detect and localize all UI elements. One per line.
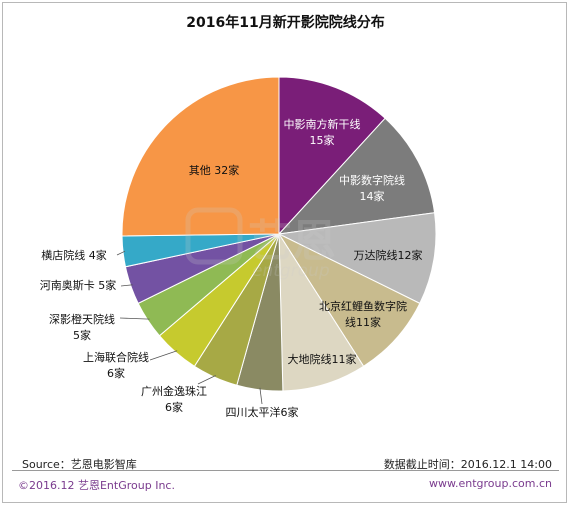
chart-title: 2016年11月新开影院院线分布 — [186, 15, 385, 31]
website-link[interactable]: www.entgroup.com.cn — [429, 477, 552, 490]
footer-divider — [12, 470, 559, 471]
data-cutoff-time: 数据截止时间：2016.12.1 14:00 — [383, 458, 552, 471]
pie-slice-12 — [121, 76, 280, 237]
leader-line-11 — [116, 250, 126, 256]
slice-label-2: 中影数字院线 14家 — [339, 173, 405, 203]
leader-line-10 — [120, 284, 133, 287]
slice-label-5: 大地院线11家 — [288, 352, 357, 366]
source-note: Source：艺恩电影智库 — [22, 458, 137, 471]
leader-line-7 — [197, 375, 216, 385]
slice-label-9: 深影橙天院线 5家 — [49, 312, 115, 342]
pie-slice-1 — [278, 76, 386, 236]
slice-label-7: 广州金逸珠江 6家 — [141, 384, 207, 414]
slice-label-11: 横店院线 4家 — [41, 248, 107, 262]
pie-slice-2 — [277, 117, 436, 235]
copyright-text: ©2016.12 艺恩EntGroup Inc. — [18, 479, 175, 492]
pie-slice-5 — [278, 232, 365, 392]
svg-text:艺恩: 艺恩 — [248, 216, 336, 267]
pie-slice-4 — [277, 232, 421, 367]
slice-label-10: 河南奥斯卡 5家 — [40, 278, 117, 292]
slice-label-8: 上海联合院线 6家 — [83, 350, 149, 380]
leader-line-8 — [149, 350, 178, 361]
slice-label-6: 四川太平洋6家 — [226, 405, 299, 419]
slice-label-4: 北京红鲤鱼数字院线11家 — [319, 299, 407, 329]
slice-label-3: 万达院线12家 — [354, 248, 423, 262]
leader-line-9 — [119, 317, 150, 320]
svg-text:entgroup: entgroup — [252, 261, 330, 281]
slice-label-12: 其他 32家 — [189, 163, 240, 177]
pie-slice-3 — [277, 212, 437, 305]
slice-label-1: 中影南方新干线 15家 — [284, 117, 361, 147]
leader-line-6 — [259, 387, 263, 405]
